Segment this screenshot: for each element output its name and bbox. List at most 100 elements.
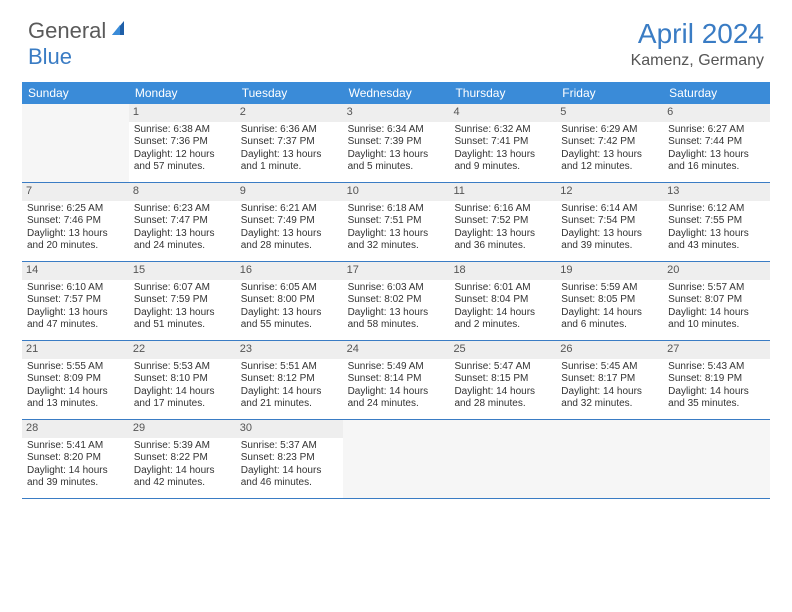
daylight-text: Daylight: 13 hours [241, 149, 338, 162]
sunrise-text: Sunrise: 5:45 AM [561, 361, 658, 374]
day-cell-9: 9Sunrise: 6:21 AMSunset: 7:49 PMDaylight… [236, 183, 343, 261]
day-number: 9 [236, 183, 343, 201]
sunrise-text: Sunrise: 5:51 AM [241, 361, 338, 374]
logo-line2: Blue [28, 44, 72, 70]
daylight-text: and 16 minutes. [668, 161, 765, 174]
calendar: SundayMondayTuesdayWednesdayThursdayFrid… [22, 82, 770, 499]
daylight-text: Daylight: 14 hours [27, 465, 124, 478]
location: Kamenz, Germany [631, 52, 764, 70]
sunrise-text: Sunrise: 6:34 AM [348, 124, 445, 137]
sunrise-text: Sunrise: 5:55 AM [27, 361, 124, 374]
daylight-text: Daylight: 14 hours [27, 386, 124, 399]
logo-sail-icon [110, 19, 130, 44]
logo-text-1: General [28, 18, 106, 44]
daylight-text: and 32 minutes. [561, 398, 658, 411]
daylight-text: and 9 minutes. [454, 161, 551, 174]
daylight-text: Daylight: 14 hours [668, 386, 765, 399]
day-number: 29 [129, 420, 236, 438]
week-row: 7Sunrise: 6:25 AMSunset: 7:46 PMDaylight… [22, 183, 770, 262]
daylight-text: and 1 minute. [241, 161, 338, 174]
day-number: 16 [236, 262, 343, 280]
day-cell-24: 24Sunrise: 5:49 AMSunset: 8:14 PMDayligh… [343, 341, 450, 419]
day-cell-12: 12Sunrise: 6:14 AMSunset: 7:54 PMDayligh… [556, 183, 663, 261]
daylight-text: and 13 minutes. [27, 398, 124, 411]
day-cell-29: 29Sunrise: 5:39 AMSunset: 8:22 PMDayligh… [129, 420, 236, 498]
daylight-text: and 58 minutes. [348, 319, 445, 332]
daylight-text: Daylight: 13 hours [668, 228, 765, 241]
sunset-text: Sunset: 7:42 PM [561, 136, 658, 149]
day-number: 10 [343, 183, 450, 201]
daylight-text: Daylight: 13 hours [241, 307, 338, 320]
daylight-text: Daylight: 12 hours [134, 149, 231, 162]
day-cell-5: 5Sunrise: 6:29 AMSunset: 7:42 PMDaylight… [556, 104, 663, 182]
empty-cell [343, 420, 450, 498]
sunrise-text: Sunrise: 6:21 AM [241, 203, 338, 216]
week-row: 21Sunrise: 5:55 AMSunset: 8:09 PMDayligh… [22, 341, 770, 420]
day-cell-4: 4Sunrise: 6:32 AMSunset: 7:41 PMDaylight… [449, 104, 556, 182]
week-row: 1Sunrise: 6:38 AMSunset: 7:36 PMDaylight… [22, 104, 770, 183]
daylight-text: Daylight: 14 hours [454, 386, 551, 399]
daylight-text: and 32 minutes. [348, 240, 445, 253]
daylight-text: Daylight: 13 hours [134, 307, 231, 320]
day-cell-28: 28Sunrise: 5:41 AMSunset: 8:20 PMDayligh… [22, 420, 129, 498]
week-row: 28Sunrise: 5:41 AMSunset: 8:20 PMDayligh… [22, 420, 770, 499]
day-cell-14: 14Sunrise: 6:10 AMSunset: 7:57 PMDayligh… [22, 262, 129, 340]
daylight-text: Daylight: 14 hours [561, 386, 658, 399]
sunset-text: Sunset: 7:49 PM [241, 215, 338, 228]
title-block: April 2024 Kamenz, Germany [631, 18, 764, 70]
weekday-header-row: SundayMondayTuesdayWednesdayThursdayFrid… [22, 82, 770, 104]
daylight-text: and 36 minutes. [454, 240, 551, 253]
day-number: 8 [129, 183, 236, 201]
day-cell-23: 23Sunrise: 5:51 AMSunset: 8:12 PMDayligh… [236, 341, 343, 419]
sunrise-text: Sunrise: 5:49 AM [348, 361, 445, 374]
daylight-text: Daylight: 13 hours [27, 228, 124, 241]
daylight-text: Daylight: 14 hours [454, 307, 551, 320]
day-cell-3: 3Sunrise: 6:34 AMSunset: 7:39 PMDaylight… [343, 104, 450, 182]
daylight-text: Daylight: 14 hours [348, 386, 445, 399]
daylight-text: Daylight: 14 hours [241, 386, 338, 399]
daylight-text: and 21 minutes. [241, 398, 338, 411]
sunrise-text: Sunrise: 5:59 AM [561, 282, 658, 295]
sunset-text: Sunset: 7:37 PM [241, 136, 338, 149]
day-cell-6: 6Sunrise: 6:27 AMSunset: 7:44 PMDaylight… [663, 104, 770, 182]
daylight-text: Daylight: 13 hours [668, 149, 765, 162]
day-number: 14 [22, 262, 129, 280]
sunset-text: Sunset: 8:05 PM [561, 294, 658, 307]
daylight-text: Daylight: 13 hours [561, 149, 658, 162]
daylight-text: and 51 minutes. [134, 319, 231, 332]
day-cell-18: 18 Sunrise: 6:01 AMSunset: 8:04 PMDayligh… [449, 262, 556, 340]
sunrise-text: Sunrise: 5:53 AM [134, 361, 231, 374]
sunrise-text: Sunrise: 6:05 AM [241, 282, 338, 295]
day-cell-16: 16Sunrise: 6:05 AMSunset: 8:00 PMDayligh… [236, 262, 343, 340]
day-cell-26: 26Sunrise: 5:45 AMSunset: 8:17 PMDayligh… [556, 341, 663, 419]
day-number: 30 [236, 420, 343, 438]
day-number: 25 [449, 341, 556, 359]
day-cell-27: 27Sunrise: 5:43 AMSunset: 8:19 PMDayligh… [663, 341, 770, 419]
sunset-text: Sunset: 8:04 PM [454, 294, 551, 307]
day-cell-10: 10Sunrise: 6:18 AMSunset: 7:51 PMDayligh… [343, 183, 450, 261]
daylight-text: and 39 minutes. [27, 477, 124, 490]
weekday-wednesday: Wednesday [343, 82, 450, 104]
month-title: April 2024 [631, 18, 764, 50]
sunrise-text: Sunrise: 6:03 AM [348, 282, 445, 295]
sunrise-text: Sunrise: 5:37 AM [241, 440, 338, 453]
sunset-text: Sunset: 7:51 PM [348, 215, 445, 228]
daylight-text: Daylight: 13 hours [348, 307, 445, 320]
daylight-text: Daylight: 14 hours [134, 386, 231, 399]
sunset-text: Sunset: 8:02 PM [348, 294, 445, 307]
sunset-text: Sunset: 7:39 PM [348, 136, 445, 149]
daylight-text: and 20 minutes. [27, 240, 124, 253]
sunrise-text: Sunrise: 6:01 AM [454, 282, 551, 295]
sunset-text: Sunset: 8:10 PM [134, 373, 231, 386]
sunset-text: Sunset: 8:15 PM [454, 373, 551, 386]
sunrise-text: Sunrise: 6:07 AM [134, 282, 231, 295]
day-number: 11 [449, 183, 556, 201]
daylight-text: Daylight: 14 hours [134, 465, 231, 478]
sunset-text: Sunset: 7:59 PM [134, 294, 231, 307]
daylight-text: and 17 minutes. [134, 398, 231, 411]
day-cell-11: 11Sunrise: 6:16 AMSunset: 7:52 PMDayligh… [449, 183, 556, 261]
day-number: 28 [22, 420, 129, 438]
logo: General [28, 18, 132, 44]
day-number: 18 [449, 262, 556, 280]
sunrise-text: Sunrise: 5:47 AM [454, 361, 551, 374]
